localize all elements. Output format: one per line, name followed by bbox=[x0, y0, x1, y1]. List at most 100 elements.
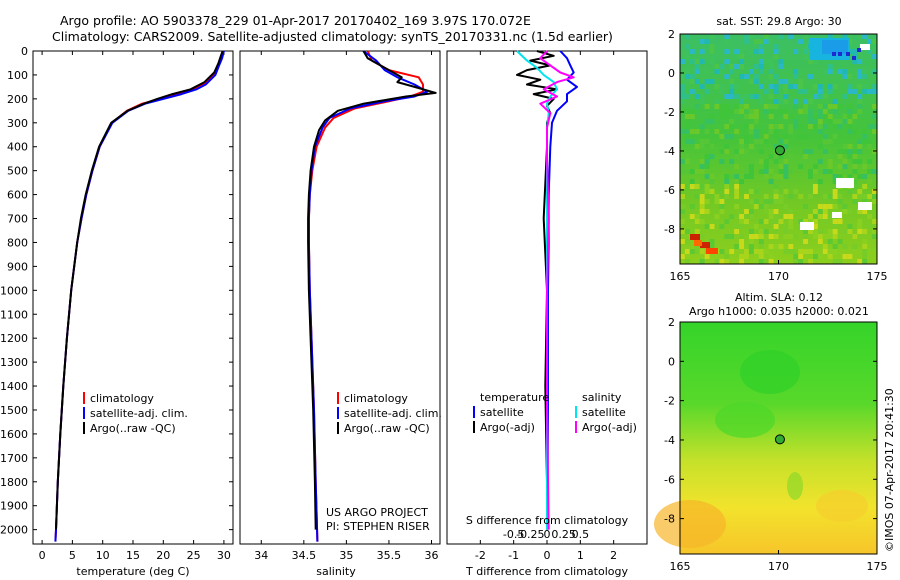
x-tick-label: -2 bbox=[475, 549, 486, 562]
x-tick-label: 30 bbox=[217, 549, 231, 562]
sst-cell bbox=[773, 144, 779, 149]
sst-cell bbox=[744, 34, 749, 39]
depth-tick-label: 1600 bbox=[0, 428, 28, 441]
sst-cell bbox=[822, 94, 828, 99]
sst-cell bbox=[694, 64, 700, 69]
sst-cell bbox=[812, 209, 818, 214]
sst-cell bbox=[744, 164, 749, 169]
sst-cell bbox=[763, 174, 769, 179]
sst-cell bbox=[714, 69, 720, 74]
sst-cell bbox=[734, 164, 740, 169]
sst-cell bbox=[872, 89, 877, 94]
sst-cell bbox=[822, 219, 828, 224]
sst-cell bbox=[837, 174, 843, 179]
sst-cell bbox=[724, 134, 730, 139]
sst-cell bbox=[778, 79, 784, 84]
sst-cell bbox=[739, 259, 745, 264]
sst-cell bbox=[684, 154, 690, 159]
sst-cell bbox=[803, 234, 809, 239]
sst-cell bbox=[699, 204, 705, 209]
x-tick-label: 34.5 bbox=[292, 549, 317, 562]
legend-s-argo: Argo(-adj) bbox=[582, 421, 637, 434]
sst-cell bbox=[758, 204, 764, 209]
sst-cell bbox=[773, 184, 779, 189]
sst-cell bbox=[857, 94, 863, 99]
sst-cell bbox=[704, 159, 710, 164]
x-tick-label: 20 bbox=[156, 549, 170, 562]
salinity-axes bbox=[239, 50, 441, 545]
map-y-tick-label: 2 bbox=[668, 316, 675, 329]
sst-cell bbox=[704, 154, 710, 159]
sst-map-title: sat. SST: 29.8 Argo: 30 bbox=[716, 15, 841, 28]
sst-cell bbox=[773, 154, 779, 159]
sst-cell bbox=[724, 179, 730, 184]
sst-cell bbox=[744, 74, 749, 79]
legend-temperature-header: temperature bbox=[480, 391, 549, 404]
sst-cell bbox=[758, 64, 764, 69]
sst-cell bbox=[832, 194, 838, 199]
sst-cell bbox=[748, 144, 754, 149]
difference-legend: temperature satellite Argo(-adj) salinit… bbox=[473, 391, 637, 434]
sst-cell bbox=[862, 254, 868, 259]
sst-cell bbox=[753, 134, 759, 139]
sst-cell bbox=[748, 79, 754, 84]
sst-cell bbox=[748, 164, 754, 169]
sst-cell bbox=[773, 89, 779, 94]
sst-cell bbox=[689, 139, 695, 144]
sst-cell bbox=[684, 139, 690, 144]
sst-cell bbox=[817, 234, 823, 239]
sst-patch bbox=[838, 52, 842, 56]
sst-cell bbox=[680, 194, 685, 199]
legend-t-argo: Argo(-adj) bbox=[480, 421, 535, 434]
sst-cell bbox=[852, 164, 858, 169]
sst-cell bbox=[837, 149, 843, 154]
sst-cell bbox=[788, 224, 794, 229]
sst-cell bbox=[817, 214, 823, 219]
sst-cell bbox=[729, 159, 735, 164]
sst-cell bbox=[867, 49, 873, 54]
sst-cell bbox=[739, 239, 745, 244]
sst-cell bbox=[724, 74, 730, 79]
sst-cell bbox=[758, 94, 764, 99]
depth-tick-label: 1400 bbox=[0, 380, 28, 393]
sst-cell bbox=[773, 199, 779, 204]
sst-cell bbox=[699, 219, 705, 224]
sst-cell bbox=[803, 204, 809, 209]
x-tick-label: 25 bbox=[187, 549, 201, 562]
sst-cell bbox=[753, 109, 759, 114]
sst-cell bbox=[763, 139, 769, 144]
sst-cell bbox=[778, 109, 784, 114]
sst-cell bbox=[817, 159, 823, 164]
sst-cell bbox=[798, 79, 804, 84]
sst-cell bbox=[753, 74, 759, 79]
sst-cell bbox=[872, 194, 877, 199]
sst-cell bbox=[812, 169, 818, 174]
sst-cell bbox=[748, 129, 754, 134]
sst-cell bbox=[753, 94, 759, 99]
sst-cell bbox=[744, 209, 749, 214]
sst-cell bbox=[699, 49, 705, 54]
sst-cell bbox=[773, 229, 779, 234]
sst-cell bbox=[847, 254, 853, 259]
sst-cell bbox=[793, 119, 799, 124]
sst-cell bbox=[699, 124, 705, 129]
sst-cell bbox=[724, 149, 730, 154]
sst-cell bbox=[808, 114, 813, 119]
sst-cell bbox=[803, 54, 809, 59]
sst-cell bbox=[724, 174, 730, 179]
sst-cell bbox=[748, 209, 754, 214]
map-y-tick-label: -2 bbox=[664, 395, 675, 408]
sst-cell bbox=[729, 174, 735, 179]
sst-cell bbox=[778, 99, 784, 104]
sst-cell bbox=[689, 129, 695, 134]
depth-tick-label: 1800 bbox=[0, 476, 28, 489]
sst-cell bbox=[842, 254, 848, 259]
sst-cell bbox=[857, 259, 863, 264]
sla-blob bbox=[740, 350, 800, 394]
sst-cell bbox=[827, 194, 833, 199]
sst-cell bbox=[778, 139, 784, 144]
sst-cell bbox=[817, 169, 823, 174]
sst-cell bbox=[788, 249, 794, 254]
sst-cell bbox=[822, 249, 828, 254]
sst-cell bbox=[744, 249, 749, 254]
